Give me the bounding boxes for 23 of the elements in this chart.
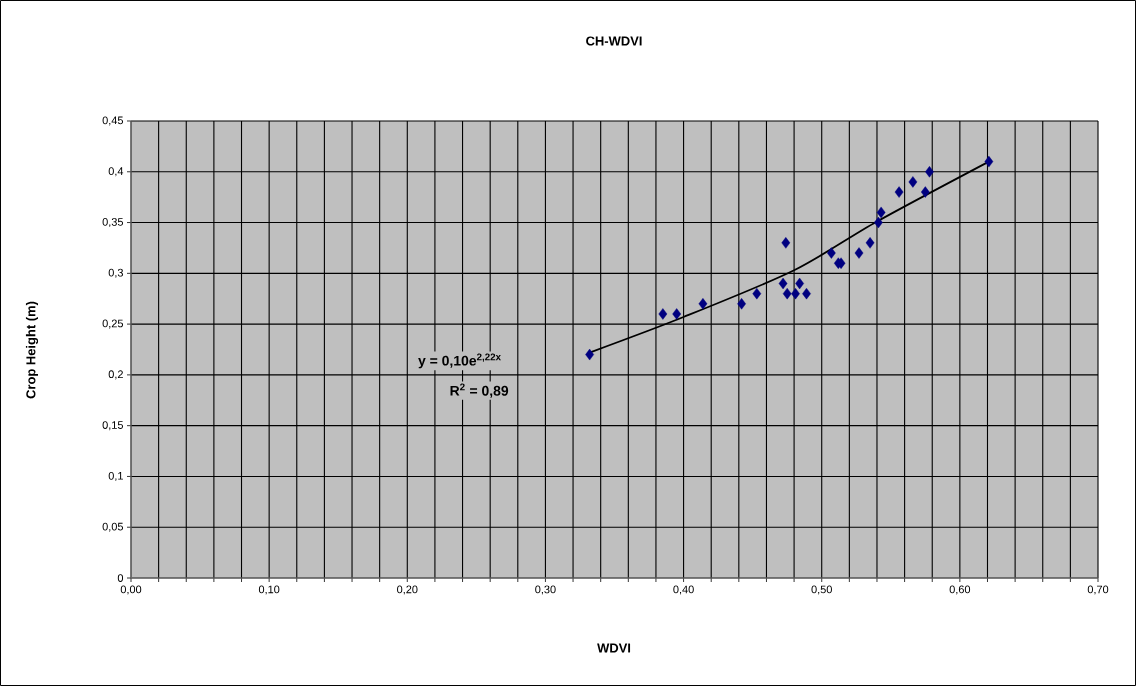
y-tick-label: 0,35 bbox=[102, 218, 124, 228]
y-tick-label: 0,1 bbox=[108, 471, 123, 481]
y-tick-label: 0,15 bbox=[102, 421, 124, 431]
x-tick-label: 0,50 bbox=[811, 585, 832, 595]
x-axis-title: WDVI bbox=[597, 643, 631, 653]
x-tick-label: 0,30 bbox=[535, 585, 556, 595]
y-tick-label: 0 bbox=[117, 574, 124, 582]
y-tick-label: 0,2 bbox=[108, 370, 123, 380]
x-tick-label: 0,00 bbox=[120, 585, 142, 595]
y-tick-label: 0,05 bbox=[102, 522, 124, 532]
chart-title: CH-WDVI bbox=[586, 36, 642, 46]
y-tick-label: 0,45 bbox=[102, 116, 124, 126]
y-tick-label: 0,4 bbox=[108, 167, 124, 177]
x-tick-label: 0,10 bbox=[258, 585, 280, 595]
x-tick-label: 0,70 bbox=[1087, 585, 1109, 595]
y-tick-label: 0,25 bbox=[102, 319, 124, 329]
y-tick-label: 0,3 bbox=[108, 268, 123, 278]
text: R$^{2}$ = 0,89 bbox=[450, 383, 509, 398]
x-tick-label: 0,40 bbox=[673, 585, 694, 595]
x-tick-label: 0,20 bbox=[397, 585, 418, 595]
x-tick-label: 0,60 bbox=[949, 585, 971, 595]
y-axis-title: Crop Height (m) bbox=[25, 301, 39, 399]
text: y = 0,10e$^{2,22x}$ bbox=[418, 353, 501, 369]
